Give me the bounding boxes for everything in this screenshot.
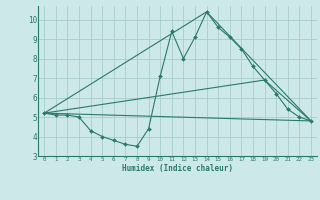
X-axis label: Humidex (Indice chaleur): Humidex (Indice chaleur)	[122, 164, 233, 173]
